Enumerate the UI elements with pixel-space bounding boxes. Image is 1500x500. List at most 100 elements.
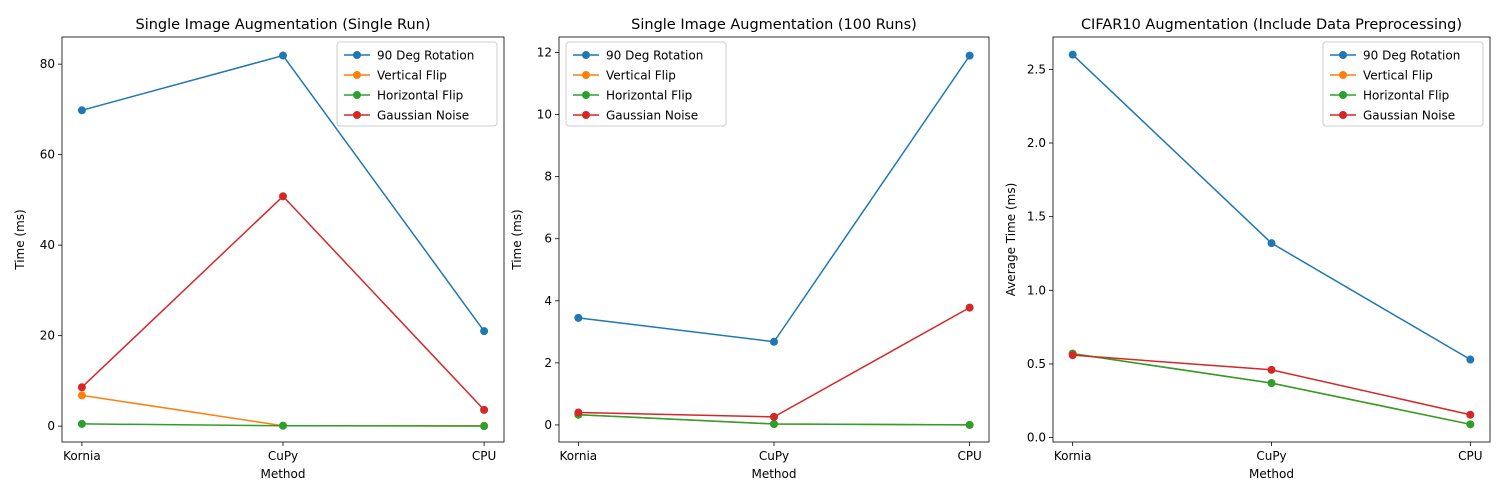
data-point (1466, 355, 1475, 364)
legend-box (565, 41, 727, 127)
chart-title: Single Image Augmentation (100 Runs) (631, 17, 917, 33)
y-tick-label: 2.5 (1027, 62, 1046, 76)
chart-title: CIFAR10 Augmentation (Include Data Prepr… (1081, 17, 1462, 33)
y-tick-label: 6 (544, 232, 552, 246)
data-point (574, 313, 583, 322)
data-point (1466, 410, 1475, 419)
data-point (279, 51, 287, 60)
y-tick-label: 20 (40, 329, 55, 343)
data-point (574, 408, 583, 417)
data-point (77, 419, 86, 428)
data-point (1267, 379, 1276, 388)
y-tick-label: 0 (544, 418, 552, 432)
legend-label: Gaussian Noise (377, 109, 469, 123)
legend-label: Gaussian Noise (606, 109, 698, 123)
legend-marker (582, 91, 590, 99)
legend-label: Vertical Flip (1363, 69, 1433, 83)
legend-marker (582, 51, 590, 59)
x-tick-label: CuPy (268, 449, 298, 463)
y-tick-label: 40 (40, 238, 55, 252)
x-tick-label: Kornia (560, 449, 598, 463)
legend-label: Vertical Flip (377, 69, 447, 83)
y-tick-label: 4 (544, 294, 552, 308)
y-tick-label: 12 (537, 46, 552, 60)
x-tick-label: CPU (472, 449, 496, 463)
x-tick-label: CPU (957, 449, 981, 463)
data-point (279, 421, 287, 430)
y-tick-label: 2.0 (1027, 136, 1046, 150)
y-axis-label: Time (ms) (13, 209, 27, 271)
x-axis-label: Method (260, 467, 305, 481)
x-tick-label: Kornia (63, 449, 101, 463)
data-point (480, 405, 489, 414)
legend-label: Vertical Flip (606, 69, 676, 83)
series-line (1072, 352, 1471, 426)
chart-panel: Single Image Augmentation (Single Run) Ko… (13, 17, 505, 481)
y-tick-label: 60 (40, 148, 55, 162)
y-tick-label: 0.0 (1027, 431, 1046, 445)
legend-label: Horizontal Flip (377, 89, 463, 103)
data-point (480, 422, 489, 431)
legend-marker (582, 111, 590, 119)
data-point (965, 51, 974, 60)
legend: 90 Deg Rotation Vertical Flip Horizontal F… (565, 41, 727, 127)
data-point (965, 303, 974, 312)
y-axis-label: Time (ms) (510, 209, 524, 271)
legend-box (1322, 41, 1484, 127)
series-line (81, 195, 485, 411)
data-point (77, 106, 86, 115)
y-axis-label: Average Time (ms) (1004, 183, 1018, 297)
chart-panel: CIFAR10 Augmentation (Include Data Prepr… (1004, 17, 1491, 481)
legend-marker (1339, 71, 1347, 79)
y-tick-label: 10 (537, 108, 552, 122)
x-tick-label: CPU (1458, 449, 1482, 463)
series-line (1072, 352, 1471, 426)
data-point (965, 420, 974, 429)
legend: 90 Deg Rotation Vertical Flip Horizontal F… (1322, 41, 1484, 127)
data-point (77, 391, 86, 400)
legend-box (336, 41, 498, 127)
data-point (1068, 351, 1077, 360)
chart-title: Single Image Augmentation (Single Run) (135, 17, 430, 33)
legend: 90 Deg Rotation Vertical Flip Horizontal F… (336, 41, 498, 127)
y-tick-label: 2 (544, 356, 552, 370)
data-point (770, 412, 778, 421)
legend-marker (1339, 91, 1347, 99)
legend-label: Horizontal Flip (1363, 89, 1449, 103)
series-line (81, 394, 485, 427)
data-point (770, 337, 778, 346)
legend-label: 90 Deg Rotation (606, 49, 703, 63)
legend-marker (353, 51, 361, 59)
data-point (1267, 239, 1276, 248)
legend-marker (582, 71, 590, 79)
x-tick-label: CuPy (759, 449, 789, 463)
series-line (578, 306, 971, 418)
data-point (770, 420, 778, 428)
y-tick-label: 0 (47, 419, 55, 433)
legend-marker (1339, 51, 1347, 59)
y-tick-label: 1.0 (1027, 283, 1046, 297)
x-axis-label: Method (751, 467, 796, 481)
plot-frame (558, 36, 990, 443)
x-tick-label: CuPy (1256, 449, 1286, 463)
y-tick-label: 80 (40, 57, 55, 71)
data-point (480, 327, 489, 336)
x-axis-label: Method (1249, 467, 1294, 481)
legend-marker (353, 91, 361, 99)
data-point (1466, 420, 1475, 429)
legend-marker (1339, 111, 1347, 119)
y-tick-label: 0.5 (1027, 357, 1046, 371)
legend-label: 90 Deg Rotation (1363, 49, 1460, 63)
legend-marker (353, 111, 361, 119)
data-point (1068, 50, 1077, 59)
y-tick-label: 1.5 (1027, 210, 1046, 224)
legend-label: Horizontal Flip (606, 89, 692, 103)
data-point (1267, 365, 1276, 374)
legend-label: 90 Deg Rotation (377, 49, 474, 63)
plot-frame (61, 36, 505, 443)
plot-frame (1052, 36, 1491, 443)
y-tick-label: 8 (544, 170, 552, 184)
x-tick-label: Kornia (1054, 449, 1092, 463)
data-point (279, 192, 287, 201)
